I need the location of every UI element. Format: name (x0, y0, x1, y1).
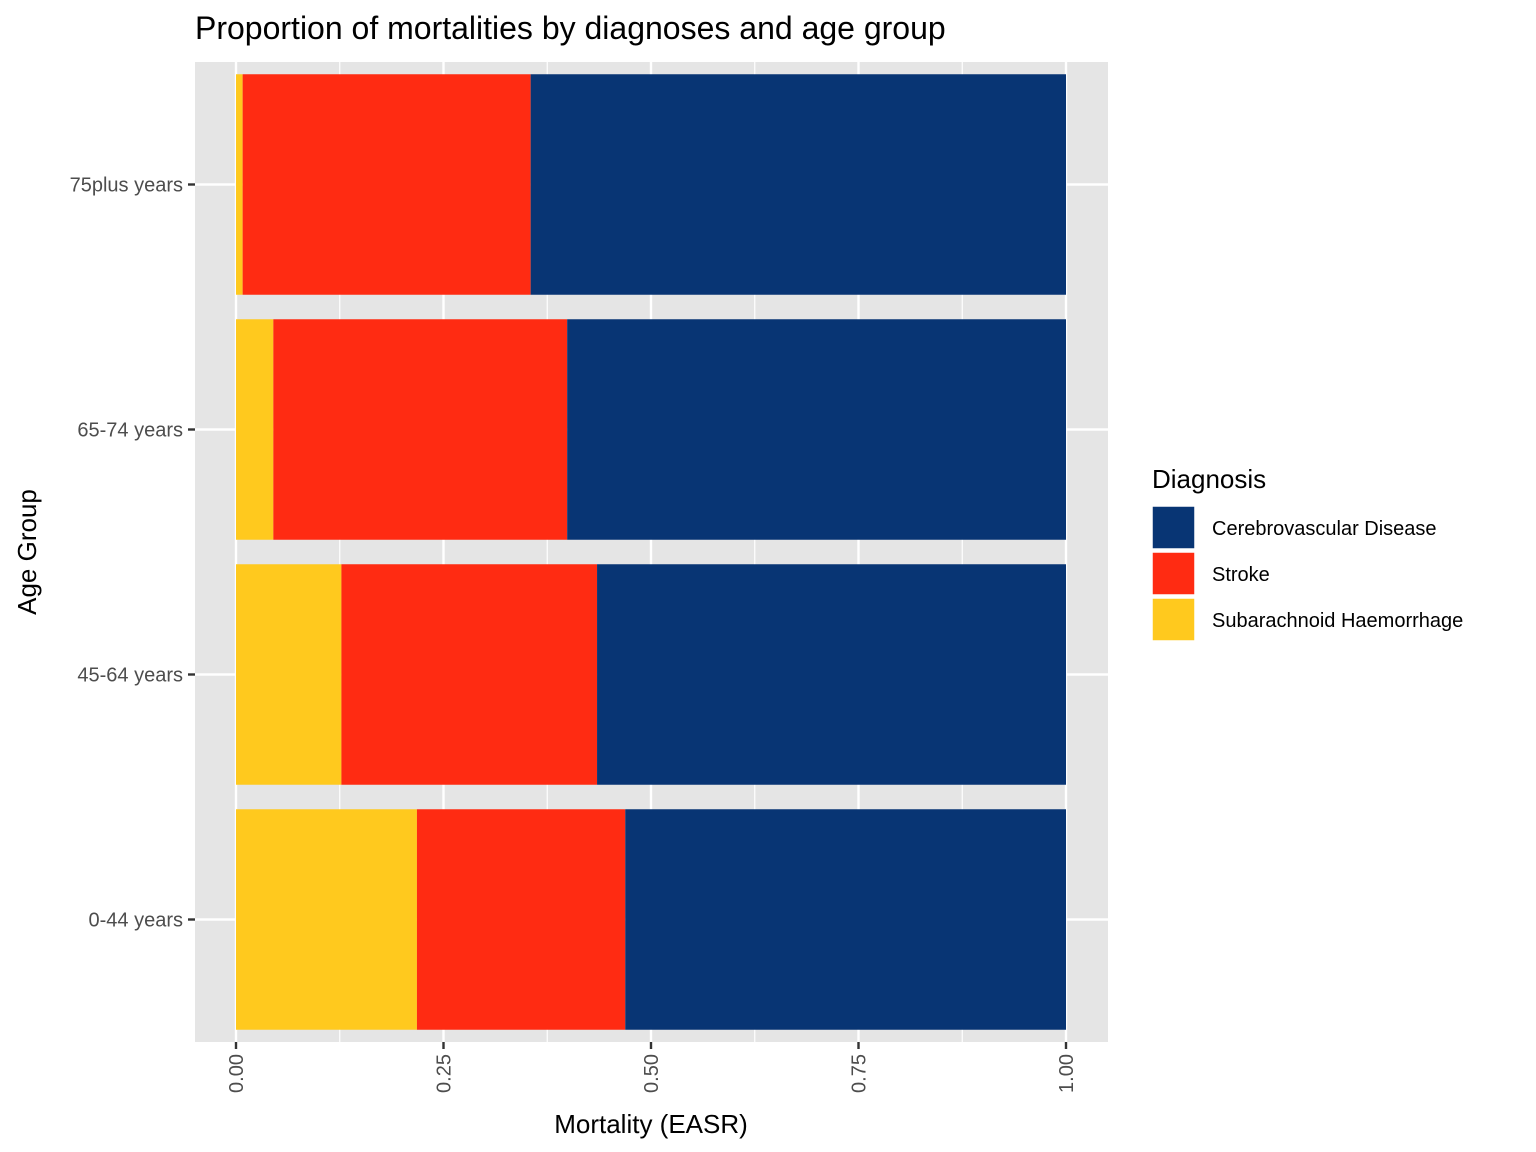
y-tick-label: 0-44 years (89, 910, 184, 932)
bar-cerebrovascular-disease (567, 319, 1066, 540)
y-tick-label: 65-74 years (77, 420, 183, 442)
legend-label: Subarachnoid Haemorrhage (1212, 610, 1463, 632)
bar-subarachnoid-haemorrhage (236, 809, 417, 1030)
bar-subarachnoid-haemorrhage (236, 319, 274, 540)
bar-stroke (273, 319, 568, 540)
x-tick-label: 0.75 (849, 1054, 871, 1093)
y-tick-label: 45-64 years (77, 665, 183, 687)
legend-title: Diagnosis (1152, 464, 1266, 494)
x-tick-label: 0.25 (434, 1054, 456, 1093)
legend-label: Cerebrovascular Disease (1212, 518, 1437, 540)
bar-cerebrovascular-disease (530, 74, 1066, 295)
legend: Diagnosis Cerebrovascular Disease Stroke S… (1151, 464, 1463, 642)
bar-stroke (416, 809, 626, 1030)
y-tick-label: 75plus years (70, 175, 183, 197)
y-axis-title: Age Group (12, 489, 42, 615)
chart-title: Proportion of mortalities by diagnoses a… (195, 10, 946, 46)
bar-cerebrovascular-disease (597, 564, 1066, 785)
x-tick-label: 0.00 (226, 1054, 248, 1093)
x-axis: 0.00 0.25 0.50 0.75 1.00 (226, 1042, 1078, 1093)
legend-label: Stroke (1212, 564, 1270, 586)
x-axis-title: Mortality (EASR) (554, 1109, 748, 1139)
bar-subarachnoid-haemorrhage (236, 564, 342, 785)
bar-subarachnoid-haemorrhage (236, 74, 243, 295)
legend-key (1151, 597, 1196, 642)
legend-key (1151, 551, 1196, 596)
x-tick-label: 0.50 (641, 1054, 663, 1093)
bar-stroke (242, 74, 531, 295)
bar-cerebrovascular-disease (625, 809, 1066, 1030)
bars (236, 74, 1066, 1030)
legend-key (1151, 505, 1196, 550)
bar-stroke (341, 564, 598, 785)
x-tick-label: 1.00 (1056, 1054, 1078, 1093)
y-axis: 75plus years 65-74 years 45-64 years 0-44 y… (70, 175, 195, 932)
